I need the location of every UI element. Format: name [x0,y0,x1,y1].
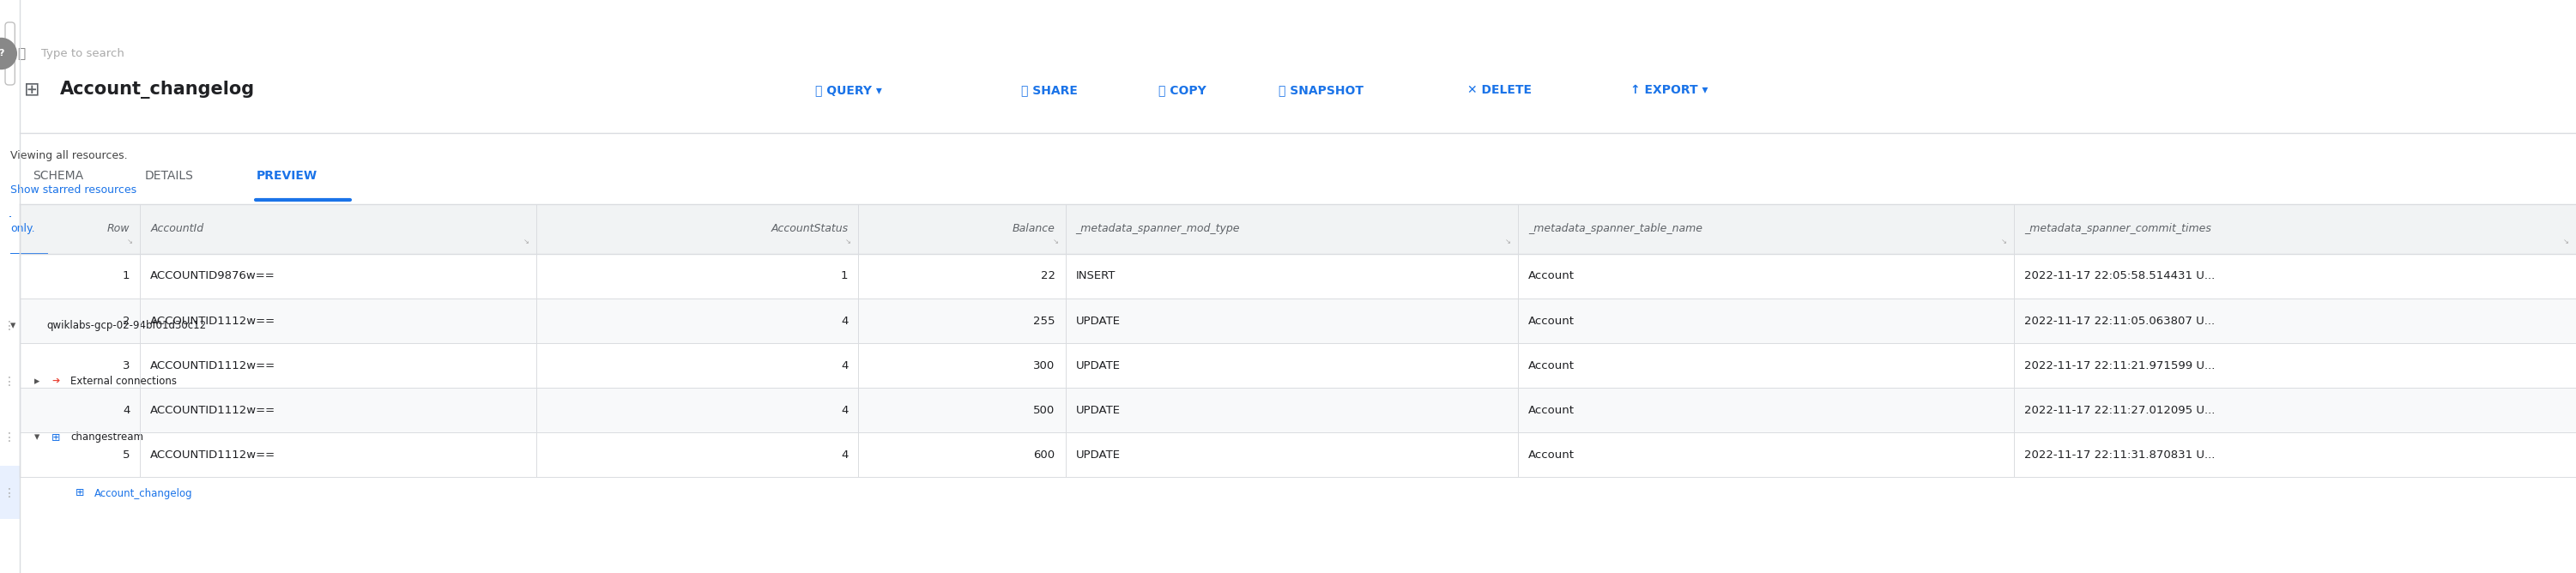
Text: ⌕ QUERY ▾: ⌕ QUERY ▾ [814,84,881,96]
Text: ⊞: ⊞ [23,81,41,99]
Text: ⎘ COPY: ⎘ COPY [1159,84,1206,96]
Text: 5: 5 [124,449,129,460]
Text: ⋮: ⋮ [3,376,15,388]
Text: qwiklabs-gcp-02-94bf01d30c12: qwiklabs-gcp-02-94bf01d30c12 [46,320,206,332]
Bar [21,299,2576,343]
Text: UPDATE: UPDATE [1077,360,1121,371]
Text: ↘: ↘ [523,238,531,245]
Text: 4: 4 [124,405,129,415]
Text: 4: 4 [840,360,848,371]
Text: ⋮: ⋮ [3,487,15,499]
Text: Account_changelog: Account_changelog [95,488,193,499]
Text: DETAILS: DETAILS [144,170,193,182]
Text: 1: 1 [840,270,848,282]
Text: 2022-11-17 22:11:31.870831 U...: 2022-11-17 22:11:31.870831 U... [2025,449,2215,460]
Text: SCHEMA: SCHEMA [33,170,82,182]
Text: AccountId: AccountId [149,223,204,234]
Text: Account_changelog: Account_changelog [59,81,255,99]
Text: ⋮: ⋮ [3,431,15,444]
Text: 255: 255 [1033,315,1056,327]
Text: Type to search: Type to search [41,48,124,59]
Text: ⌕: ⌕ [18,47,26,60]
Text: ↘: ↘ [126,238,134,245]
Text: 3: 3 [124,360,129,371]
Text: ➔: ➔ [52,378,59,386]
Text: Viewing all resources.: Viewing all resources. [10,150,131,161]
Text: ⋮: ⋮ [3,320,15,332]
Text: ACCOUNTID1112w==: ACCOUNTID1112w== [149,315,276,327]
Text: AccountStatus: AccountStatus [770,223,848,234]
Text: UPDATE: UPDATE [1077,405,1121,415]
Text: ✕ DELETE: ✕ DELETE [1468,84,1533,96]
Text: only.: only. [10,223,36,234]
Text: ⊞: ⊞ [52,432,59,443]
Text: 300: 300 [1033,360,1056,371]
Text: Account: Account [1528,270,1574,282]
Text: 4: 4 [840,405,848,415]
Text: INSERT: INSERT [1077,270,1115,282]
Bar [21,388,2576,432]
Text: ↘: ↘ [1504,238,1512,245]
Text: ↘: ↘ [2563,238,2568,245]
Text: PREVIEW: PREVIEW [255,170,317,182]
Text: ↘: ↘ [845,238,853,245]
Text: 2022-11-17 22:11:27.012095 U...: 2022-11-17 22:11:27.012095 U... [2025,405,2215,415]
Text: ↘: ↘ [2002,238,2007,245]
Text: UPDATE: UPDATE [1077,449,1121,460]
Text: 600: 600 [1033,449,1056,460]
Text: ACCOUNTID1112w==: ACCOUNTID1112w== [149,449,276,460]
Text: _metadata_spanner_commit_times: _metadata_spanner_commit_times [2025,223,2210,234]
Bar [21,343,2576,388]
Bar [0,0,21,573]
Text: ▾: ▾ [33,432,39,443]
Text: Account: Account [1528,315,1574,327]
Text: changestream: changestream [70,432,144,443]
Text: Row: Row [108,223,129,234]
Text: 2022-11-17 22:11:05.063807 U...: 2022-11-17 22:11:05.063807 U... [2025,315,2215,327]
Text: External connections: External connections [70,376,178,387]
Text: 2022-11-17 22:05:58.514431 U...: 2022-11-17 22:05:58.514431 U... [2025,270,2215,282]
Text: ⊞: ⊞ [75,488,85,499]
Text: _metadata_spanner_mod_type: _metadata_spanner_mod_type [1077,223,1239,234]
Text: ?: ? [0,49,5,58]
Text: Account: Account [1528,449,1574,460]
Text: ⎘ SNAPSHOT: ⎘ SNAPSHOT [1278,84,1363,96]
Text: ＋ SHARE: ＋ SHARE [1020,84,1077,96]
Bar [21,204,2576,254]
Text: ▾: ▾ [10,320,15,332]
Bar [21,432,2576,477]
Text: ACCOUNTID1112w==: ACCOUNTID1112w== [149,405,276,415]
Text: Account: Account [1528,405,1574,415]
Text: Balance: Balance [1012,223,1056,234]
Text: ↘: ↘ [1054,238,1059,245]
Text: ▸: ▸ [33,376,39,387]
Text: 1: 1 [124,270,129,282]
Text: 2: 2 [124,315,129,327]
Text: Account: Account [1528,360,1574,371]
Text: Show starred resources: Show starred resources [10,185,137,195]
Text: 4: 4 [840,449,848,460]
Text: 2022-11-17 22:11:21.971599 U...: 2022-11-17 22:11:21.971599 U... [2025,360,2215,371]
Text: ACCOUNTID1112w==: ACCOUNTID1112w== [149,360,276,371]
Bar [0,466,21,519]
Bar [21,254,2576,299]
Text: 4: 4 [840,315,848,327]
Circle shape [0,38,15,69]
Text: _metadata_spanner_table_name: _metadata_spanner_table_name [1528,223,1703,234]
Text: 500: 500 [1033,405,1056,415]
FancyBboxPatch shape [5,22,15,85]
Text: ACCOUNTID9876w==: ACCOUNTID9876w== [149,270,276,282]
Text: UPDATE: UPDATE [1077,315,1121,327]
Text: 22: 22 [1041,270,1056,282]
Text: ↑ EXPORT ▾: ↑ EXPORT ▾ [1631,84,1708,96]
